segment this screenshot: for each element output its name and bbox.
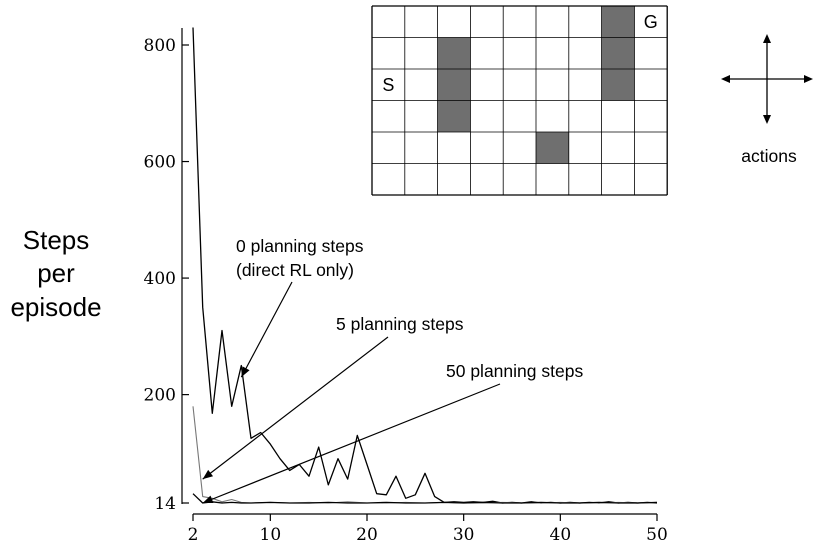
maze-wall-cell — [601, 69, 635, 101]
y-tick-label: 14 — [154, 494, 176, 514]
series-line-2 — [192, 493, 658, 504]
maze-wall-cell — [601, 6, 635, 38]
annotation-arrowhead-0 — [241, 366, 250, 378]
y-axis-label: Steps per episode — [10, 225, 101, 322]
y-tick-label: 600 — [144, 153, 176, 173]
annotation-1-line-1: 5 planning steps — [336, 314, 464, 334]
maze-start-label: S — [382, 75, 394, 95]
maze-goal-label: G — [644, 12, 658, 32]
x-tick-label: 2 — [188, 525, 199, 545]
y-tick-label: 200 — [144, 386, 176, 406]
y-axis-label-line-2: per — [37, 258, 75, 288]
annotation-arrow-1 — [202, 336, 389, 480]
maze-wall-cell — [601, 37, 635, 69]
annotation-0-line-2: (direct RL only) — [236, 260, 354, 280]
annotation-arrow-0 — [240, 281, 293, 378]
x-tick-label: 30 — [453, 525, 475, 545]
maze-wall-cell — [437, 100, 471, 132]
series-line-1 — [192, 406, 658, 504]
series-layer — [192, 27, 658, 504]
axes: 14 200 400 600 800 2 10 20 30 40 50 — [144, 28, 668, 545]
y-tick-label: 800 — [144, 36, 176, 56]
y-axis-label-line-1: Steps — [23, 225, 90, 255]
y-tick-label: 400 — [144, 269, 176, 289]
actions-legend: actions — [721, 34, 813, 166]
x-tick-label: 10 — [260, 525, 282, 545]
annotation-arrow-2 — [202, 383, 501, 504]
annotation-0-line-1: 0 planning steps — [236, 236, 364, 256]
actions-label: actions — [741, 146, 797, 166]
x-tick-label: 40 — [550, 525, 572, 545]
maze-wall-cell — [437, 69, 471, 101]
x-tick-label: 50 — [646, 525, 668, 545]
gridworld-maze: SG — [371, 5, 668, 196]
annotation-2-line-1: 50 planning steps — [446, 361, 583, 381]
annotation-arrowhead-2 — [202, 495, 214, 503]
maze-wall-cell — [437, 37, 471, 69]
maze-wall-cell — [536, 132, 569, 164]
y-axis-label-line-3: episode — [10, 292, 101, 322]
four-way-arrow-icon — [721, 34, 813, 124]
annotations: 0 planning steps (direct RL only) 5 plan… — [202, 236, 583, 504]
annotation-arrowhead-1 — [202, 469, 214, 480]
x-tick-label: 20 — [356, 525, 378, 545]
